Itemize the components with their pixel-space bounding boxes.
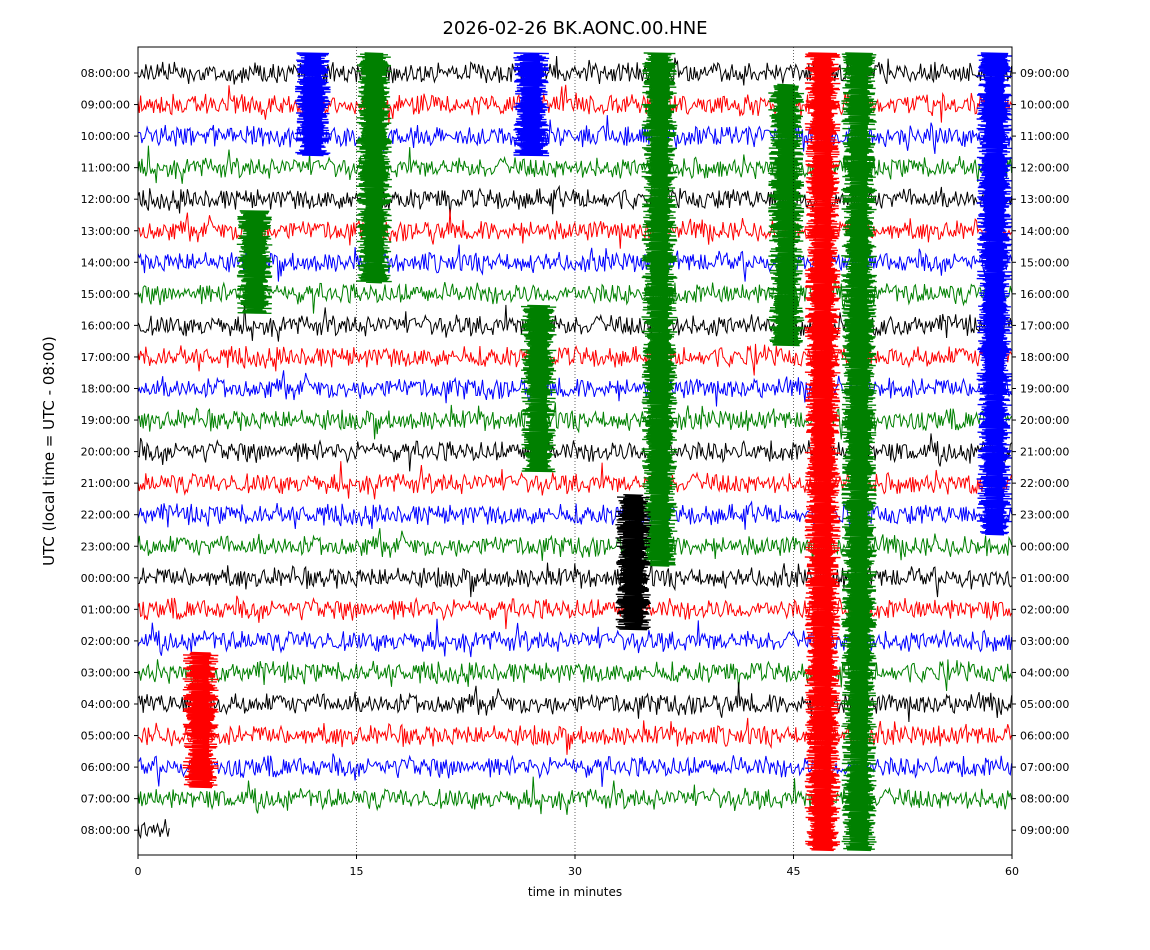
event-burst-5 (804, 52, 841, 852)
right-tick-label: 22:00:00 (1020, 477, 1069, 490)
event-burst-3 (641, 52, 678, 567)
left-tick-label: 15:00:00 (81, 288, 130, 301)
event-burst-9 (236, 210, 273, 314)
right-tick-label: 07:00:00 (1020, 761, 1069, 774)
x-axis-label: time in minutes (528, 885, 622, 899)
right-tick-label: 15:00:00 (1020, 256, 1069, 269)
x-tick-label: 30 (568, 865, 582, 878)
left-tick-label: 12:00:00 (81, 193, 130, 206)
right-tick-label: 09:00:00 (1020, 67, 1069, 80)
right-tick-label: 17:00:00 (1020, 319, 1069, 332)
trace-row-13 (138, 461, 1012, 500)
right-tick-label: 05:00:00 (1020, 698, 1069, 711)
right-tick-label: 14:00:00 (1020, 225, 1069, 238)
right-tick-label: 04:00:00 (1020, 666, 1069, 679)
x-tick-label: 0 (135, 865, 142, 878)
event-burst-4 (768, 83, 805, 347)
y-axis-label: UTC (local time = UTC - 08:00) (40, 336, 58, 566)
event-burst-2 (513, 52, 550, 157)
x-tick-label: 15 (350, 865, 364, 878)
right-tick-label: 06:00:00 (1020, 730, 1069, 743)
left-tick-label: 06:00:00 (81, 761, 130, 774)
left-tick-label: 02:00:00 (81, 635, 130, 648)
x-tick-label: 45 (787, 865, 801, 878)
right-tick-label: 20:00:00 (1020, 414, 1069, 427)
chart-title: 2026-02-26 BK.AONC.00.HNE (442, 18, 707, 39)
right-tick-label: 00:00:00 (1020, 540, 1069, 553)
left-tick-label: 16:00:00 (81, 319, 130, 332)
event-burst-1 (294, 52, 331, 157)
left-tick-label: 01:00:00 (81, 603, 130, 616)
left-tick-label: 11:00:00 (81, 162, 130, 175)
left-tick-label: 10:00:00 (81, 130, 130, 143)
right-tick-label: 10:00:00 (1020, 99, 1069, 112)
left-tick-label: 08:00:00 (81, 824, 130, 837)
right-tick-label: 13:00:00 (1020, 193, 1069, 206)
x-tick-label: 60 (1005, 865, 1019, 878)
left-tick-label: 03:00:00 (81, 666, 130, 679)
left-tick-label: 20:00:00 (81, 446, 130, 459)
event-burst-0 (355, 52, 393, 284)
left-tick-label: 23:00:00 (81, 540, 130, 553)
right-tick-label: 21:00:00 (1020, 446, 1069, 459)
trace-row-18 (138, 618, 1012, 658)
left-tick-label: 22:00:00 (81, 509, 130, 522)
event-burst-11 (615, 494, 652, 631)
left-tick-label: 05:00:00 (81, 730, 130, 743)
left-tick-label: 14:00:00 (81, 256, 130, 269)
right-tick-label: 02:00:00 (1020, 603, 1069, 616)
left-tick-label: 13:00:00 (81, 225, 130, 238)
left-tick-label: 18:00:00 (81, 383, 130, 396)
trace-row-4 (138, 184, 1012, 218)
right-tick-label: 08:00:00 (1020, 793, 1069, 806)
right-tick-label: 16:00:00 (1020, 288, 1069, 301)
event-burst-7 (976, 52, 1012, 536)
left-tick-label: 04:00:00 (81, 698, 130, 711)
right-tick-label: 03:00:00 (1020, 635, 1069, 648)
left-tick-label: 17:00:00 (81, 351, 130, 364)
right-tick-label: 11:00:00 (1020, 130, 1069, 143)
right-tick-label: 18:00:00 (1020, 351, 1069, 364)
left-tick-label: 00:00:00 (81, 572, 130, 585)
right-tick-label: 19:00:00 (1020, 383, 1069, 396)
left-axis-ticks: 08:00:00 09:00:00 10:00:00 11:00:00 12:00:00… (81, 67, 138, 837)
event-burst-8 (520, 304, 557, 473)
left-tick-label: 07:00:00 (81, 793, 130, 806)
trace-row-24 (138, 819, 170, 840)
right-tick-label: 12:00:00 (1020, 162, 1069, 175)
right-tick-label: 23:00:00 (1020, 509, 1069, 522)
seismic-event-bursts (182, 52, 1012, 852)
right-tick-label: 09:00:00 (1020, 824, 1069, 837)
right-tick-label: 01:00:00 (1020, 572, 1069, 585)
left-tick-label: 09:00:00 (81, 99, 130, 112)
event-burst-6 (841, 52, 878, 852)
left-tick-label: 21:00:00 (81, 477, 130, 490)
trace-row-17 (138, 595, 1012, 630)
left-tick-label: 19:00:00 (81, 414, 130, 427)
right-axis-ticks: 09:00:00 10:00:00 11:00:00 12:00:00 13:00:00… (1012, 67, 1069, 837)
event-burst-10 (182, 651, 219, 789)
left-tick-label: 08:00:00 (81, 67, 130, 80)
x-axis-ticks: 0 15 30 45 60 (135, 855, 1019, 878)
